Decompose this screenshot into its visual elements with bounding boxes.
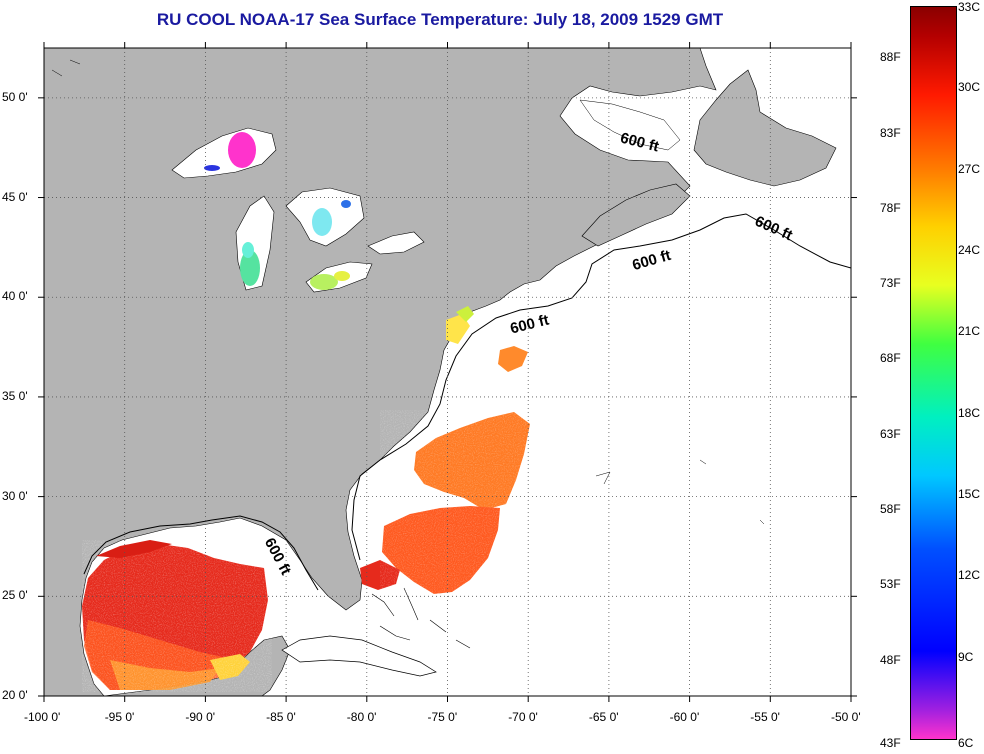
lon-tick-label: -65 0' [588,710,619,724]
land-nova-scotia [581,183,691,247]
lon-tick-label: -100 0' [24,710,61,724]
lon-tick-label: -70 0' [508,710,538,724]
temperature-colorbar [910,6,957,740]
lon-tick-label: -95 0' [104,710,135,724]
celsius-label: 12C [958,568,981,583]
lon-tick-label: -60 0' [669,710,700,724]
coast-islands [51,59,765,525]
lon-tick-label: -80 0' [346,710,377,724]
land-cuba [281,635,437,677]
fahrenheit-label: 53F [880,577,901,592]
celsius-label: 21C [958,324,981,339]
fahrenheit-label: 48F [880,652,901,667]
lat-tick-label: 40 0' [2,289,28,304]
map-title: RU COOL NOAA-17 Sea Surface Temperature:… [156,10,724,29]
fahrenheit-label: 68F [880,351,901,366]
land-north-america [44,48,717,696]
gulf-st-lawrence [579,99,681,151]
lat-tick-label: 20 0' [2,688,28,702]
fahrenheit-label: 43F [880,736,901,750]
fahrenheit-label: 63F [880,426,901,441]
celsius-label: 24C [958,243,981,257]
celsius-label: 27C [958,161,981,176]
land-newfoundland [693,69,837,187]
lat-tick-label: 50 0' [2,89,28,104]
lat-tick-label: 35 0' [2,388,28,403]
celsius-label: 9C [958,649,974,664]
graticule [44,48,851,696]
axis-ticks [38,42,857,702]
lat-tick-label: 45 0' [2,189,28,204]
fahrenheit-label: 88F [880,50,901,65]
celsius-label: 33C [958,0,981,14]
fahrenheit-label: 83F [880,125,901,140]
lake-sst-patches [204,132,351,290]
depth-contour-600ft [83,213,851,591]
lon-tick-label: -50 0' [831,710,861,724]
lon-tick-label: -90 0' [185,710,216,724]
celsius-label: 18C [958,405,981,420]
land-bahamas [371,587,471,649]
celsius-label: 15C [958,487,981,501]
lon-tick-label: -75 0' [427,710,458,724]
atlantic-sst [360,306,540,600]
fahrenheit-label: 73F [880,276,901,291]
lat-tick-label: 30 0' [2,488,28,503]
lat-tick-label: 25 0' [2,588,28,603]
lon-tick-label: -55 0' [750,710,780,724]
lon-tick-label: -85 0' [266,710,296,724]
fahrenheit-label: 78F [880,200,901,215]
celsius-label: 30C [958,80,981,95]
celsius-label: 6C [958,736,974,750]
gulf-of-mexico-sst [82,540,272,692]
fahrenheit-label: 58F [880,502,901,517]
